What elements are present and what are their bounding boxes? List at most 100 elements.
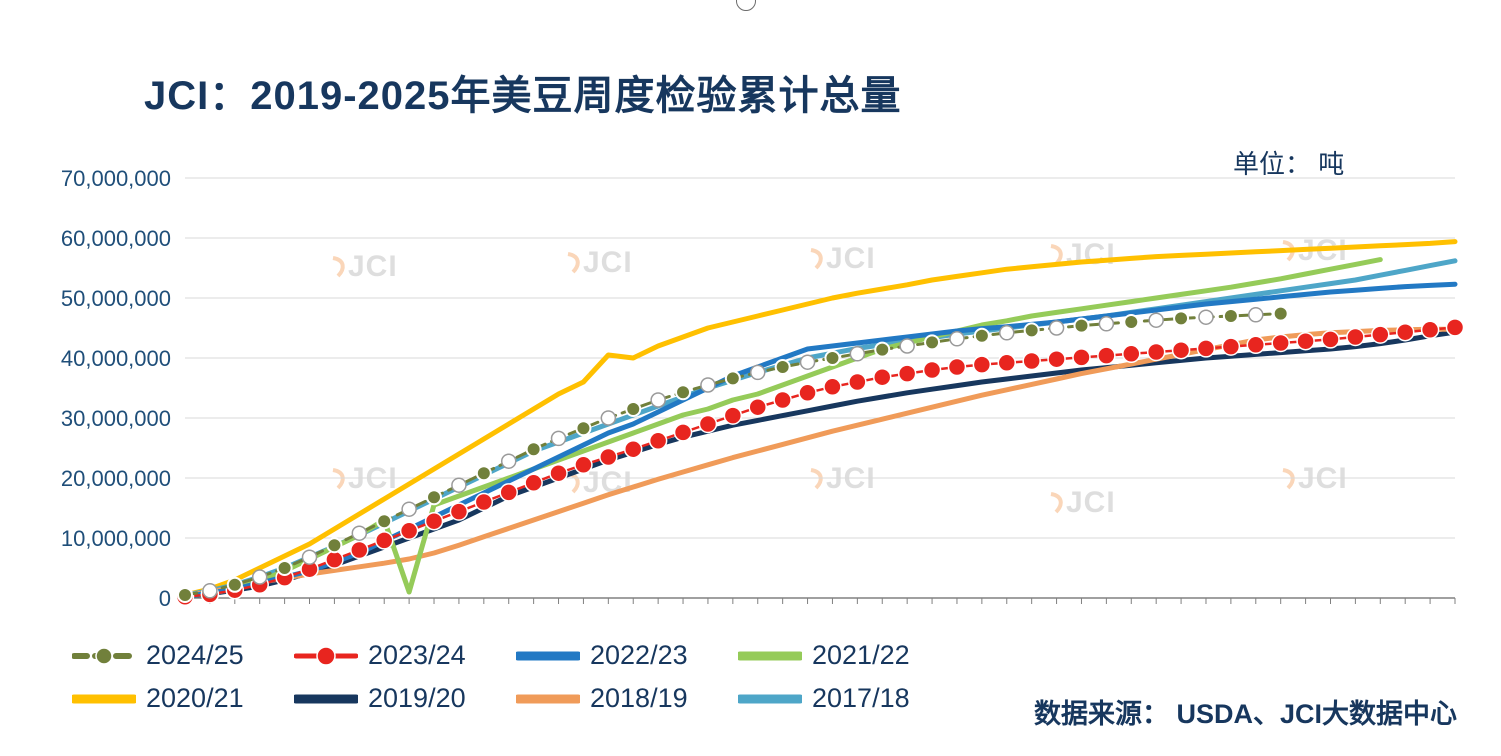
watermark-swoosh-icon (810, 468, 823, 490)
series-marker-2024/25 (999, 325, 1015, 341)
series-marker-2024/25 (625, 401, 642, 417)
legend-label: 2023/24 (368, 640, 466, 670)
legend-swatch-icon (738, 694, 802, 703)
series-marker-2024/25 (1248, 307, 1264, 323)
jci-watermark: JCI (565, 246, 633, 280)
series-marker-2023/24 (623, 439, 643, 459)
data-source: 数据来源： USDA、JCI大数据中心 (1033, 699, 1457, 729)
series-marker-2023/24 (1047, 349, 1066, 369)
series-marker-2024/25 (525, 441, 542, 458)
watermark-text: JCI (348, 250, 398, 283)
series-marker-2024/25 (1098, 316, 1115, 332)
unit-label: 单位： 吨 (1233, 149, 1345, 179)
series-marker-2023/24 (748, 397, 767, 417)
series-marker-2023/24 (848, 372, 867, 392)
legend-item-2020/21: 2020/21 (72, 683, 294, 714)
series-marker-2023/24 (524, 473, 543, 493)
series-marker-2024/25 (1048, 320, 1065, 336)
y-axis-tick-label: 0 (159, 586, 171, 611)
watermark-swoosh-icon (810, 248, 823, 270)
legend-swatch-icon (72, 694, 136, 703)
series-marker-2023/24 (1221, 337, 1241, 356)
legend-swatch-icon (294, 645, 358, 666)
series-marker-2024/25 (451, 477, 467, 493)
series-marker-2023/24 (424, 511, 444, 531)
series-marker-2023/24 (1445, 318, 1465, 337)
series-marker-2024/25 (949, 331, 965, 347)
legend-label: 2018/19 (590, 683, 688, 713)
series-marker-2024/25 (1272, 305, 1289, 322)
series-marker-2024/25 (1023, 322, 1040, 339)
series-marker-2023/24 (1346, 327, 1365, 347)
series-marker-2023/24 (1146, 342, 1166, 362)
chart-legend: 2024/25 2023/24 2022/23 2021/22 2020/21 2019/… (72, 640, 960, 714)
legend-swatch-icon (738, 651, 802, 660)
legend-label: 2022/23 (590, 640, 688, 670)
series-marker-2024/25 (799, 354, 816, 370)
series-marker-2024/25 (824, 350, 841, 366)
series-marker-2024/25 (376, 513, 393, 530)
series-marker-2023/24 (399, 521, 419, 541)
series-marker-2023/24 (972, 355, 992, 374)
series-marker-2024/25 (749, 364, 766, 381)
series-marker-2024/25 (700, 377, 716, 393)
y-axis-tick-label: 30,000,000 (61, 406, 171, 431)
y-axis-tick-label: 50,000,000 (61, 286, 171, 311)
series-marker-2024/25 (973, 327, 990, 344)
series-marker-2023/24 (798, 383, 817, 403)
series-marker-2023/24 (873, 367, 892, 387)
series-marker-2024/25 (724, 370, 741, 387)
series-marker-2024/25 (276, 560, 293, 576)
series-marker-2024/25 (1148, 312, 1164, 328)
series-marker-2024/25 (600, 410, 617, 426)
legend-label: 2024/25 (146, 640, 244, 670)
series-marker-2023/24 (474, 492, 494, 512)
legend-item-2024/25: 2024/25 (72, 640, 294, 671)
legend-item-2019/20: 2019/20 (294, 683, 516, 714)
series-marker-2023/24 (1271, 333, 1290, 353)
watermark-swoosh-icon (567, 252, 580, 274)
series-marker-2023/24 (648, 431, 668, 451)
legend-item-2022/23: 2022/23 (516, 640, 738, 671)
series-marker-2024/25 (426, 489, 443, 506)
series-marker-2023/24 (1196, 339, 1216, 358)
series-marker-2024/25 (326, 537, 343, 554)
series-line-2023/24 (183, 326, 1457, 599)
series-marker-2023/24 (823, 377, 842, 397)
jci-watermark: JCI (808, 242, 876, 276)
series-marker-2023/24 (1022, 351, 1041, 371)
legend-item-2023/24: 2023/24 (294, 640, 516, 671)
legend-swatch-icon (516, 694, 580, 703)
line-chart: 0 10,000,000 20,000,000 30,000,000 40,000,00… (61, 166, 1465, 611)
watermark-swoosh-icon (1050, 492, 1063, 514)
watermark-swoosh-icon (332, 256, 345, 278)
series-marker-2023/24 (1072, 348, 1091, 367)
series-marker-2024/25 (1222, 308, 1239, 324)
series-marker-2023/24 (1122, 344, 1141, 364)
series-marker-2023/24 (1371, 325, 1390, 344)
legend-item-2018/19: 2018/19 (516, 683, 738, 714)
series-marker-2024/25 (650, 392, 666, 408)
series-marker-2024/25 (202, 583, 218, 599)
series-marker-2024/25 (351, 525, 368, 541)
jci-watermark: JCI (1048, 238, 1116, 272)
series-marker-2024/25 (1073, 317, 1090, 334)
watermark-text: JCI (1066, 486, 1116, 519)
watermark-text: JCI (583, 246, 633, 279)
series-marker-2023/24 (1246, 335, 1266, 355)
series-marker-2023/24 (350, 540, 369, 560)
series-marker-2023/24 (947, 357, 967, 377)
series-marker-2024/25 (1123, 314, 1140, 330)
series-marker-2024/25 (849, 346, 866, 362)
series-marker-2023/24 (1296, 331, 1315, 351)
series-marker-2024/25 (401, 501, 417, 517)
series-marker-2024/25 (774, 359, 791, 375)
series-marker-2024/25 (475, 465, 492, 482)
jci-watermark: JCI (330, 250, 398, 284)
series-marker-2023/24 (449, 502, 469, 521)
series-marker-2023/24 (574, 455, 593, 475)
series-marker-2023/24 (773, 390, 792, 410)
y-axis-tick-label: 10,000,000 (61, 526, 171, 551)
series-marker-2024/25 (301, 549, 318, 565)
